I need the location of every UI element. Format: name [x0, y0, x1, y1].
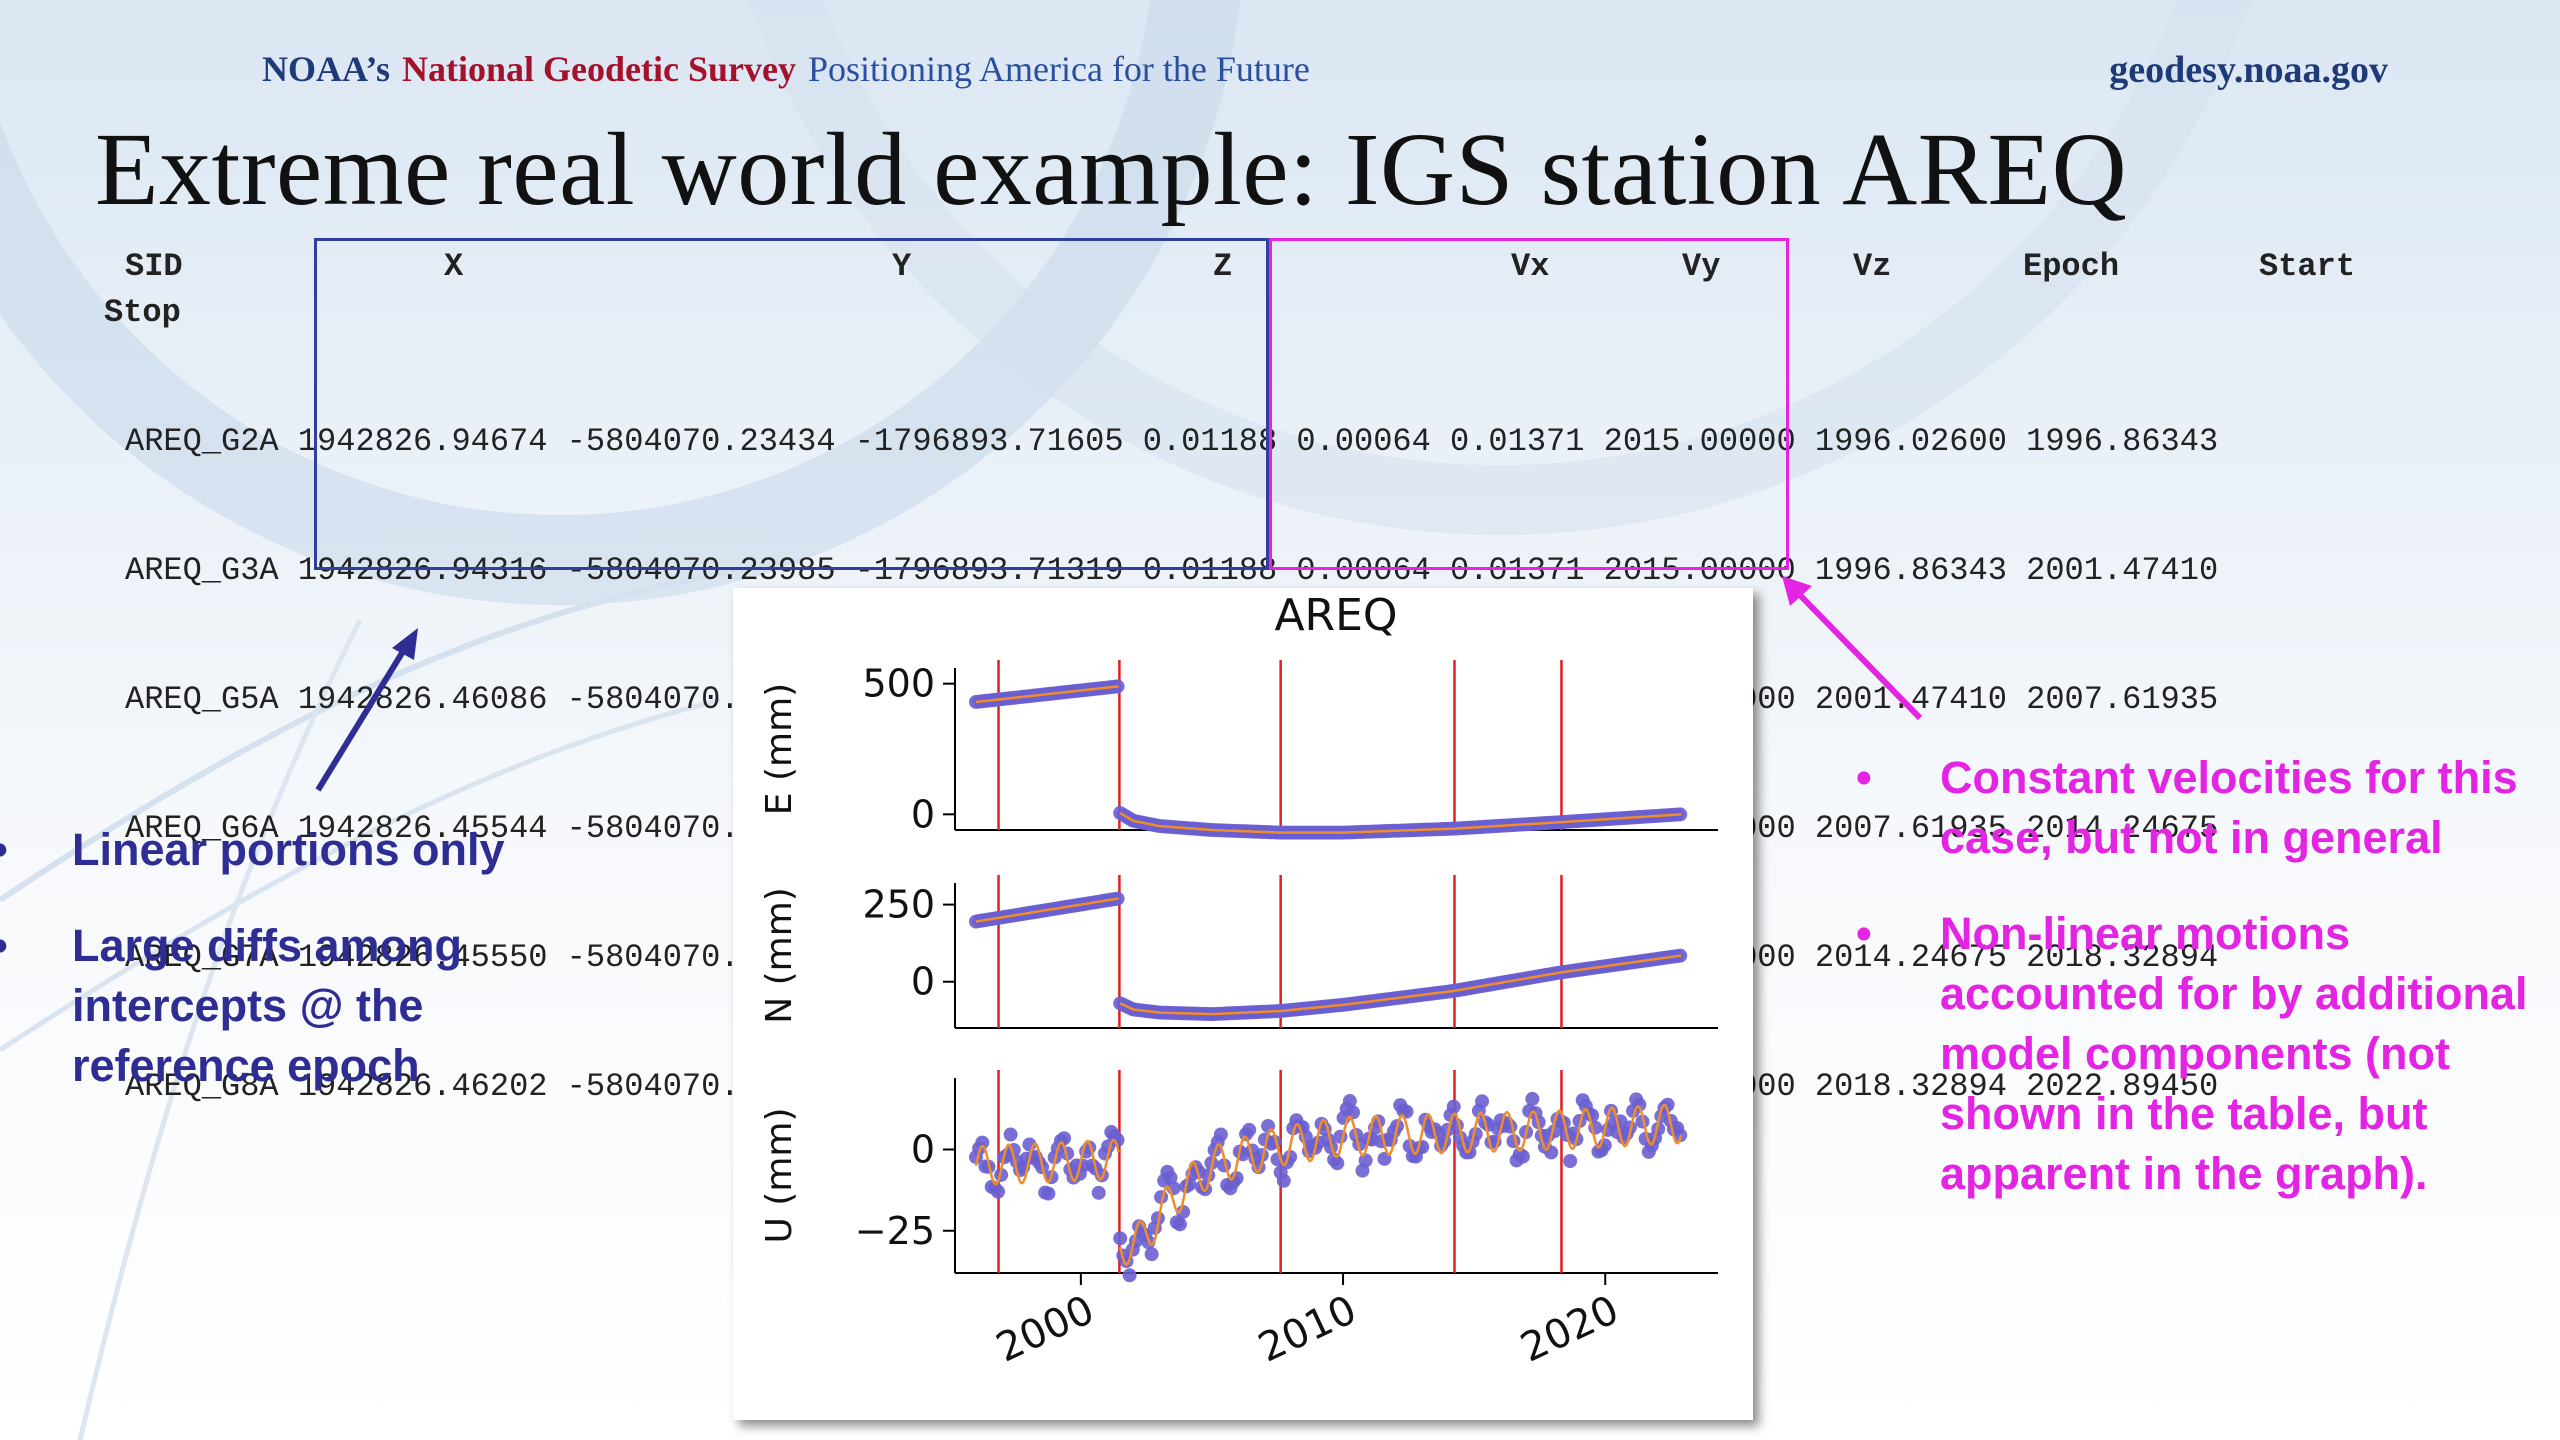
data-point	[975, 1135, 990, 1150]
data-point	[1475, 1094, 1490, 1109]
data-point	[1660, 1097, 1675, 1112]
left-bullet-list: Linear portions only Large diffs among i…	[0, 820, 632, 1132]
y-tick-label: 500	[862, 662, 935, 706]
data-point	[1041, 1186, 1056, 1201]
right-bullet-list: Constant velocities for this case, but n…	[1856, 748, 2540, 1240]
data-point	[1342, 1094, 1357, 1109]
left-bullet-2: Large diffs among intercepts @ the refer…	[0, 916, 632, 1096]
model-line	[1119, 954, 1682, 1016]
data-point	[1163, 1170, 1178, 1185]
table-row: AREQ_G3A 1942826.94316 -5804070.23985 -1…	[125, 552, 2219, 589]
areq-chart: AREQ 0 500 E (mm) 0 250 N (mm) 0 −25 U (mm) 2000 20…	[759, 590, 1718, 1372]
table-header-x: X	[444, 248, 464, 285]
y-axis-label: N (mm)	[759, 887, 800, 1024]
table-header-start: Start	[2259, 248, 2356, 285]
data-point	[1276, 1173, 1291, 1188]
highlight-box-xyz	[314, 238, 1269, 570]
data-point	[1446, 1099, 1461, 1114]
header-noaa: NOAA’s	[262, 49, 390, 89]
data-point	[991, 1184, 1006, 1199]
header-tagline: Positioning America for the Future	[807, 49, 1310, 89]
data-point	[1242, 1122, 1257, 1137]
highlight-box-velocity	[1269, 238, 1789, 570]
chart-title: AREQ	[1274, 590, 1397, 641]
table-header-y: Y	[892, 248, 912, 285]
model-line	[1118, 1103, 1683, 1266]
data-points-group	[1113, 948, 1688, 1022]
y-tick-label: 0	[911, 960, 935, 1004]
y-tick-label: 250	[862, 883, 935, 927]
table-header-z: Z	[1213, 248, 1233, 285]
data-point	[1144, 1247, 1159, 1262]
table-header-vz: Vz	[1853, 248, 1892, 285]
slide-title: Extreme real world example: IGS station …	[95, 112, 2128, 227]
model-line	[975, 685, 1119, 704]
y-tick-label: −25	[855, 1209, 935, 1253]
header-ngs: National Geodetic Survey	[402, 49, 796, 89]
table-row: AREQ_G2A 1942826.94674 -5804070.23434 -1…	[125, 423, 2219, 460]
y-axis-label: U (mm)	[759, 1107, 800, 1243]
data-point	[1003, 1127, 1018, 1142]
data-points-group	[1113, 806, 1688, 840]
data-point	[1172, 1217, 1187, 1232]
data-point	[1110, 1133, 1125, 1148]
model-line	[974, 1138, 1120, 1186]
model-line	[975, 897, 1119, 923]
y-tick-label: 0	[911, 1128, 935, 1172]
table-header-vy: Vy	[1682, 248, 1721, 285]
data-point	[1544, 1145, 1559, 1160]
header-site-link[interactable]: geodesy.noaa.gov	[2109, 49, 2388, 91]
model-line	[1119, 811, 1682, 834]
data-point	[1525, 1091, 1540, 1106]
data-point	[1213, 1127, 1228, 1142]
left-bullet-1: Linear portions only	[0, 820, 632, 880]
data-point	[1563, 1154, 1578, 1169]
data-point	[1122, 1268, 1137, 1283]
data-point	[1330, 1156, 1345, 1171]
right-bullet-1: Constant velocities for this case, but n…	[1856, 748, 2540, 868]
header-left: NOAA’s National Geodetic Survey Positionin…	[262, 48, 1310, 90]
x-tick-label: 2020	[1514, 1287, 1626, 1372]
y-tick-label: 0	[911, 792, 935, 836]
x-tick-label: 2000	[990, 1287, 1102, 1372]
table-header-sid: SID	[125, 248, 183, 285]
table-header-vx: Vx	[1511, 248, 1550, 285]
data-point	[1091, 1185, 1106, 1200]
x-tick-label: 2010	[1252, 1287, 1364, 1372]
data-point	[1176, 1204, 1191, 1219]
data-point	[1113, 1231, 1128, 1246]
data-points-group	[968, 1125, 1125, 1201]
data-point	[1515, 1149, 1530, 1164]
y-axis-label: E (mm)	[759, 683, 800, 815]
right-bullet-2: Non-linear motions accounted for by addi…	[1856, 904, 2540, 1204]
table-header-stop: Stop	[104, 294, 181, 331]
data-point	[1358, 1153, 1373, 1168]
table-header-epoch: Epoch	[2023, 248, 2120, 285]
areq-chart-figure: AREQ 0 500 E (mm) 0 250 N (mm) 0 −25 U (mm) 2000 20…	[733, 588, 1753, 1420]
